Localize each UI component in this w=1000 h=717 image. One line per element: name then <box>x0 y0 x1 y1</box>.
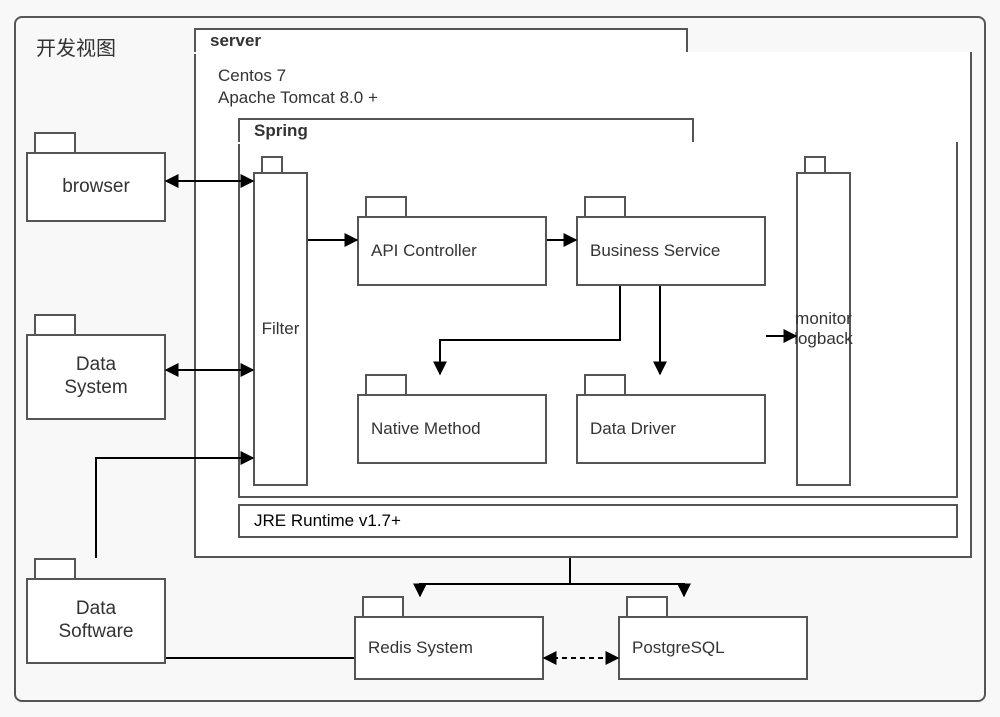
jre-label: JRE Runtime v1.7+ <box>254 511 401 531</box>
spring-tab-gap <box>238 142 694 144</box>
server-os-label: Centos 7 <box>218 66 286 86</box>
native-method-label: Native Method <box>371 419 481 439</box>
redis-label: Redis System <box>368 638 473 658</box>
filter-label: Filter <box>262 319 300 339</box>
api-controller-label: API Controller <box>371 241 477 261</box>
server-tab-gap <box>194 52 688 54</box>
server-tab <box>194 28 688 54</box>
business-service-folder: Business Service <box>576 196 766 286</box>
jre-bar: JRE Runtime v1.7+ <box>238 504 958 538</box>
diagram-canvas: 开发视图 server Centos 7 Apache Tomcat 8.0 +… <box>0 0 1000 717</box>
data-system-label: DataSystem <box>64 354 127 400</box>
monitor-label: monitorlogback <box>794 309 853 350</box>
diagram-title: 开发视图 <box>36 32 116 61</box>
data-system-folder: DataSystem <box>26 314 166 420</box>
data-driver-folder: Data Driver <box>576 374 766 464</box>
spring-tab-label: Spring <box>254 121 308 141</box>
server-tab-label: server <box>210 31 261 51</box>
server-webserver-label: Apache Tomcat 8.0 + <box>218 88 378 108</box>
monitor-folder: monitorlogback <box>796 156 851 486</box>
server-tab-cut <box>688 28 972 54</box>
data-software-folder: DataSoftware <box>26 558 166 664</box>
business-service-label: Business Service <box>590 241 720 261</box>
data-software-label: DataSoftware <box>59 598 134 644</box>
postgres-folder: PostgreSQL <box>618 596 808 680</box>
data-driver-label: Data Driver <box>590 419 676 439</box>
api-controller-folder: API Controller <box>357 196 547 286</box>
spring-tab-cut <box>694 118 958 144</box>
browser-folder: browser <box>26 132 166 222</box>
filter-folder: Filter <box>253 156 308 486</box>
browser-label: browser <box>62 176 130 199</box>
postgres-label: PostgreSQL <box>632 638 725 658</box>
redis-folder: Redis System <box>354 596 544 680</box>
native-method-folder: Native Method <box>357 374 547 464</box>
